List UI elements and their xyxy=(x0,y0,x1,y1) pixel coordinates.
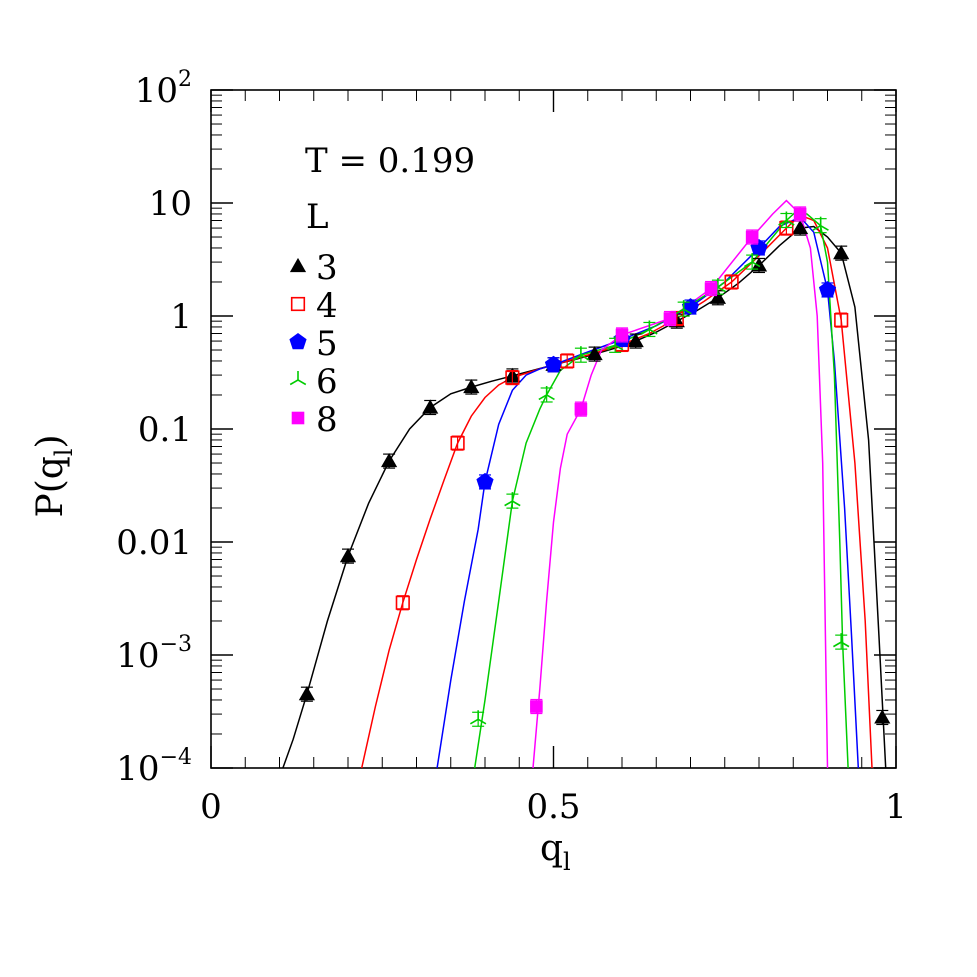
series-3-point xyxy=(627,332,644,348)
y-tick-label: 102 xyxy=(135,67,192,111)
plot-frame xyxy=(210,89,897,769)
series-3-point xyxy=(833,245,850,260)
series-3-point xyxy=(750,257,768,272)
y-tick-label: 1 xyxy=(170,297,192,337)
series-3-point xyxy=(709,289,726,304)
series-8-point xyxy=(663,312,677,325)
series-6-curve xyxy=(473,210,849,769)
legend-label-4: 4 xyxy=(316,286,338,326)
y-tick-label: 0.01 xyxy=(116,523,192,563)
y-tick-label: 10−4 xyxy=(116,745,192,789)
series-3-point xyxy=(586,346,603,361)
series-6-point xyxy=(675,300,692,315)
axis-ticks xyxy=(210,89,897,769)
y-axis-title: P(ql) xyxy=(30,434,78,517)
series-6-point xyxy=(469,710,487,725)
series-5-point xyxy=(818,281,837,298)
series-6-point xyxy=(833,633,850,648)
series-4-point xyxy=(834,312,849,328)
legend-marker-6 xyxy=(289,371,307,386)
series-6-point xyxy=(538,385,555,401)
legend-title: L xyxy=(306,197,329,237)
series-5-point xyxy=(544,355,563,373)
legend-label-8: 8 xyxy=(316,400,338,440)
y-tick-label: 10−3 xyxy=(116,632,192,676)
series-8-point xyxy=(574,402,588,416)
x-tick-label: 1 xyxy=(885,787,907,827)
legend-marker-3 xyxy=(289,257,307,273)
series-6-point xyxy=(778,211,795,226)
annotation-temperature: T = 0.199 xyxy=(305,141,475,181)
series-6-point xyxy=(743,253,761,268)
series-4-point xyxy=(505,370,520,385)
series-8-curve xyxy=(532,199,829,769)
series-6-point xyxy=(812,216,829,231)
legend-marker-8 xyxy=(291,411,305,425)
series-6-point xyxy=(504,492,521,507)
tick-labels: 0 0.5 1 102 10 1 0.1 0.01 10−3 10−4 xyxy=(116,67,907,827)
series-5-point xyxy=(476,472,494,490)
series-3-curve xyxy=(282,225,887,769)
y-tick-label: 0.1 xyxy=(138,410,192,450)
series-4-point xyxy=(395,595,410,610)
series-8-point xyxy=(530,700,543,713)
x-tick-label: 0.5 xyxy=(526,787,580,827)
legend-marker-5 xyxy=(289,333,307,350)
series-6-point xyxy=(572,346,590,361)
series-3-point xyxy=(381,452,398,468)
series-8-point xyxy=(745,230,759,244)
series-5-curve xyxy=(436,216,860,769)
series-4-point xyxy=(724,274,739,290)
series-3-point xyxy=(339,548,357,563)
y-tick-label: 10 xyxy=(149,184,192,224)
x-axis-title: ql xyxy=(540,828,571,876)
series-6-point xyxy=(606,336,624,351)
legend-label-5: 5 xyxy=(316,324,338,364)
series-4-curve xyxy=(360,214,873,769)
series-curves xyxy=(282,199,887,769)
series-3-point xyxy=(792,219,809,235)
legend-marker-4 xyxy=(290,296,306,312)
legend-label-6: 6 xyxy=(316,362,338,402)
series-3-point xyxy=(422,399,439,414)
series-4-point xyxy=(450,436,465,451)
x-tick-label: 0 xyxy=(200,787,222,827)
series-8-point xyxy=(793,207,807,221)
series-4-point xyxy=(560,353,575,369)
series-3-point xyxy=(298,686,315,701)
series-3-point xyxy=(463,378,480,394)
legend-label-3: 3 xyxy=(316,248,338,288)
series-markers xyxy=(298,206,891,727)
series-8-point xyxy=(704,282,718,295)
series-8-point xyxy=(615,328,629,342)
series-6-point xyxy=(641,320,658,335)
series-3-point xyxy=(874,709,891,724)
